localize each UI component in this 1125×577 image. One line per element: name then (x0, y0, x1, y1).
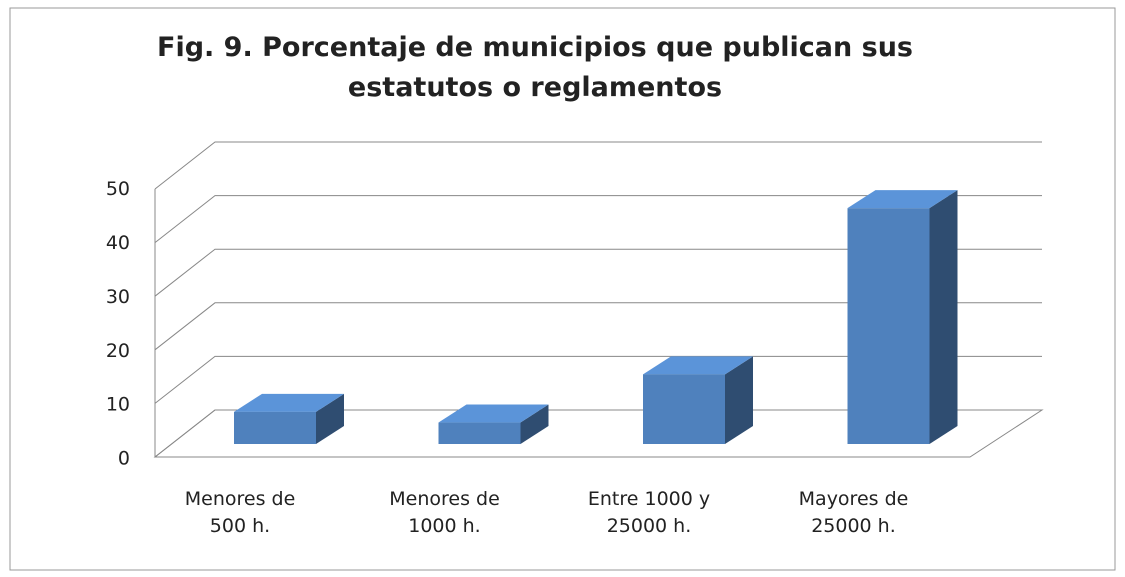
y-tick-label: 40 (106, 232, 130, 254)
grid-line (154, 409, 1042, 458)
bar (438, 422, 521, 444)
y-tick-label: 20 (106, 340, 130, 362)
bar (234, 411, 316, 444)
y-tick-label: 10 (106, 394, 130, 416)
x-tick-label: Entre 1000 y 25000 h. (587, 488, 711, 537)
bar (643, 374, 725, 444)
grid-line (154, 195, 1042, 243)
grid-line (154, 355, 1042, 404)
y-tick-label: 50 (106, 178, 130, 200)
grid-line (154, 248, 1042, 297)
bar-top (847, 190, 958, 209)
grid-line (154, 302, 1042, 351)
bar-top (438, 404, 549, 423)
y-tick-label: 30 (106, 286, 130, 308)
y-tick-label: 0 (118, 448, 130, 470)
bar-side (929, 190, 958, 444)
bar-side (520, 404, 549, 444)
x-tick-label: Mayores de 25000 h. (798, 488, 909, 537)
bar-top (643, 356, 753, 375)
grid-line (154, 141, 1042, 190)
bar-side (725, 356, 753, 444)
bar (847, 208, 930, 444)
x-tick-label: Menores de 500 h. (184, 488, 296, 537)
frame (9, 7, 1116, 571)
chart-title: Fig. 9. Porcentaje de municipios que pub… (157, 32, 913, 103)
bar-side (316, 393, 344, 444)
x-tick-label: Menores de 1000 h. (389, 488, 500, 537)
bar-top (234, 393, 344, 412)
